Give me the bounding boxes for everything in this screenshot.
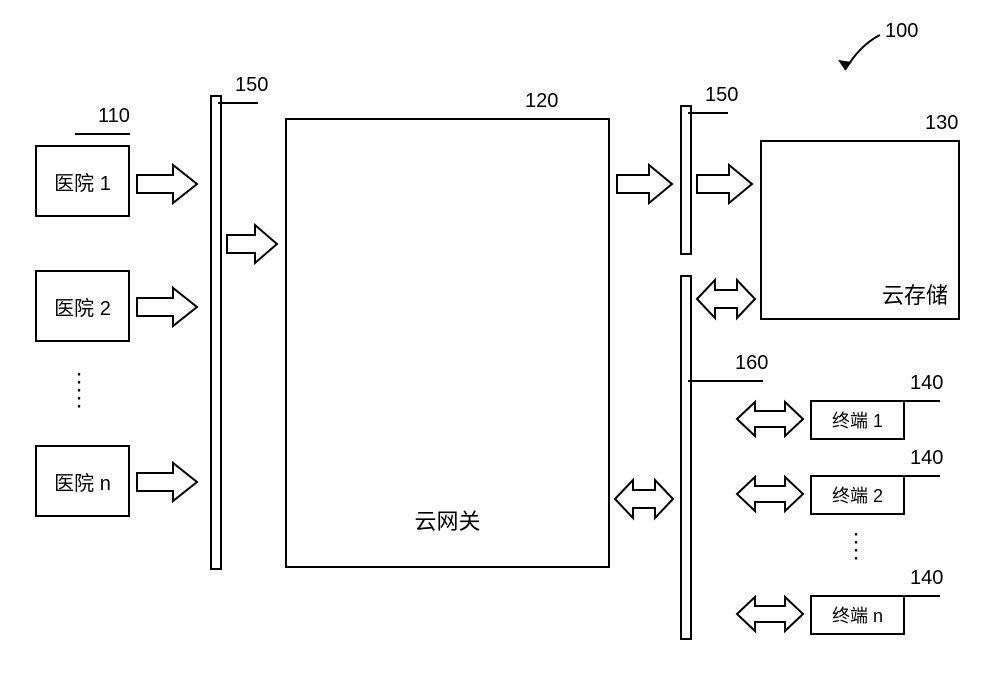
- hospital-1-box: 医院 1: [35, 145, 130, 217]
- arrow-h1: [135, 165, 200, 205]
- leader-120: [480, 118, 555, 120]
- cloud-gateway-box: 云网关: [285, 118, 610, 568]
- arrow-gw-bar160: [613, 480, 675, 520]
- cloud-storage-label: 云存储: [882, 278, 948, 310]
- leader-160: [688, 380, 763, 382]
- hospital-n-label: 医院 n: [54, 467, 111, 496]
- leader-140b: [880, 475, 940, 477]
- bar-right-150: [680, 105, 692, 255]
- cloud-storage-box: 云存储: [760, 140, 960, 320]
- terminal-n-label: 终端 n: [832, 602, 883, 628]
- leader-130: [905, 140, 955, 142]
- ref-140b: 140: [910, 447, 943, 470]
- hospital-2-box: 医院 2: [35, 270, 130, 342]
- hospital-ellipsis: ·····: [75, 370, 83, 410]
- arrow-bar160-storage: [695, 280, 757, 320]
- arrow-gw-bar150: [615, 165, 675, 205]
- arrow-bar150-storage: [695, 165, 755, 205]
- bar-right-160: [680, 275, 692, 640]
- ref-140c: 140: [910, 567, 943, 590]
- arrow-termn: [735, 597, 805, 633]
- terminal-n-box: 终端 n: [810, 595, 905, 635]
- ref-100: 100: [885, 20, 918, 43]
- bar-left-150: [210, 95, 222, 570]
- leader-150a: [218, 102, 258, 104]
- cloud-gateway-label: 云网关: [287, 504, 608, 536]
- leader-140a: [880, 400, 940, 402]
- ref-140a: 140: [910, 372, 943, 395]
- ref-150b: 150: [705, 84, 738, 107]
- terminal-1-label: 终端 1: [832, 407, 883, 433]
- ref-160: 160: [735, 352, 768, 375]
- ref-100-arrow: [830, 30, 890, 80]
- leader-110: [75, 133, 130, 135]
- diagram-canvas: 100 医院 1 医院 2 医院 n ····· 110 150 云网关 120…: [0, 0, 1000, 684]
- ref-110: 110: [98, 105, 130, 128]
- arrow-bar-gateway: [225, 225, 280, 265]
- arrow-hn: [135, 463, 200, 503]
- terminal-1-box: 终端 1: [810, 400, 905, 440]
- ref-120: 120: [525, 90, 558, 113]
- hospital-n-box: 医院 n: [35, 445, 130, 517]
- leader-150b: [688, 112, 728, 114]
- terminal-2-label: 终端 2: [832, 482, 883, 508]
- hospital-2-label: 医院 2: [54, 292, 111, 321]
- hospital-1-label: 医院 1: [54, 167, 111, 196]
- leader-140c: [880, 595, 940, 597]
- arrow-h2: [135, 288, 200, 328]
- ref-130: 130: [925, 112, 958, 135]
- arrow-term2: [735, 477, 805, 513]
- terminal-2-box: 终端 2: [810, 475, 905, 515]
- terminal-ellipsis: ····: [852, 530, 860, 562]
- arrow-term1: [735, 402, 805, 438]
- ref-150a: 150: [235, 74, 268, 97]
